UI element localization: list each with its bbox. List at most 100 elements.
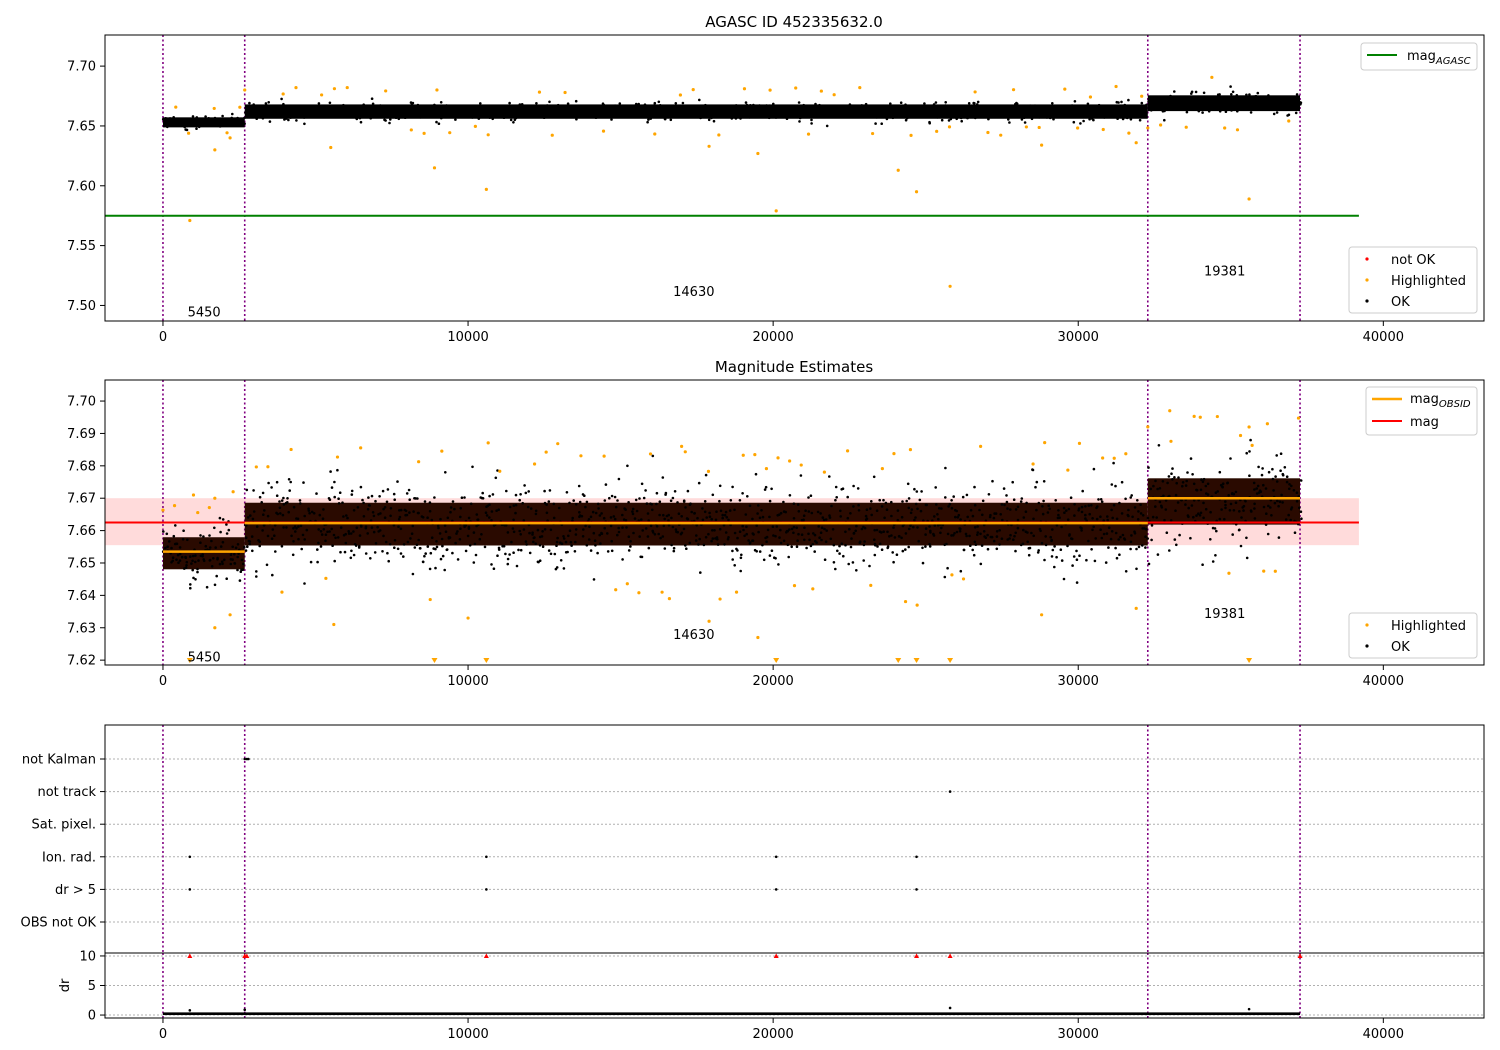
ok-point	[735, 547, 738, 551]
ok-point	[368, 504, 372, 507]
ok-point	[538, 544, 542, 547]
ok-point	[606, 550, 610, 553]
ok-point	[888, 535, 891, 538]
ok-point	[670, 516, 673, 520]
ok-point	[1146, 516, 1150, 520]
ok-point	[583, 494, 586, 498]
ok-point	[548, 489, 552, 492]
ok-point	[574, 99, 578, 103]
ok-point	[797, 101, 801, 104]
ok-point	[284, 108, 288, 112]
ok-point	[821, 115, 825, 119]
ok-point	[215, 120, 218, 123]
ok-point	[492, 567, 496, 570]
ok-point	[729, 499, 733, 502]
ok-point	[1113, 113, 1116, 116]
ok-point	[1123, 104, 1126, 107]
ok-point	[1138, 118, 1142, 122]
ok-point	[714, 518, 718, 522]
ok-point	[880, 122, 883, 125]
highlighted-point	[329, 145, 333, 150]
ok-point	[319, 530, 323, 533]
ok-point	[463, 496, 466, 499]
ok-point	[546, 519, 549, 522]
ok-point	[871, 105, 874, 109]
x-tick-label: 20000	[752, 674, 793, 689]
ok-point	[400, 112, 403, 115]
ok-point	[1068, 533, 1071, 536]
ok-point	[1252, 95, 1255, 98]
ok-point	[1275, 480, 1279, 483]
highlighted-point	[1273, 569, 1277, 573]
ok-point	[419, 116, 422, 119]
ok-point	[423, 109, 426, 112]
highlighted-point	[935, 129, 939, 133]
ok-point	[962, 113, 965, 116]
ok-point	[352, 553, 356, 557]
ok-point	[329, 470, 332, 473]
ok-point	[891, 551, 894, 554]
ok-point	[506, 108, 510, 111]
ok-point	[672, 549, 676, 553]
ok-point	[1032, 517, 1035, 521]
ok-point	[1024, 510, 1028, 513]
ok-point	[1290, 103, 1293, 107]
ok-point	[1204, 507, 1208, 511]
ok-point	[572, 499, 575, 502]
legend-top-right: not OK Highlighted OK	[1348, 246, 1478, 314]
ok-point	[955, 530, 959, 534]
ok-point	[437, 526, 440, 530]
ok-point	[163, 124, 166, 128]
ok-point	[1098, 107, 1101, 110]
ok-point	[806, 110, 809, 114]
ok-point	[843, 107, 847, 110]
ok-point	[515, 564, 519, 568]
ok-point	[840, 542, 844, 545]
ok-point	[933, 515, 936, 518]
dr-clipped-marker	[244, 953, 250, 958]
ok-point	[1278, 500, 1282, 504]
ok-point	[398, 115, 401, 118]
ok-point	[510, 111, 513, 114]
ok-point	[1087, 539, 1090, 543]
ok-point	[1107, 526, 1111, 529]
ok-point	[1040, 541, 1044, 545]
highlighted-point	[1037, 125, 1041, 130]
ok-point	[904, 548, 907, 551]
flag-point	[948, 790, 952, 793]
highlighted-point	[1215, 414, 1219, 419]
ok-point	[594, 116, 597, 119]
highlighted-point	[678, 93, 682, 97]
ok-point	[428, 509, 432, 513]
ok-point	[757, 530, 760, 534]
ok-point	[621, 526, 624, 529]
ok-point	[744, 111, 747, 115]
ok-point	[795, 526, 798, 529]
ok-point	[218, 125, 222, 128]
ok-point	[357, 107, 361, 110]
ok-point	[697, 481, 701, 485]
ok-point	[227, 118, 230, 121]
ok-point	[870, 513, 873, 517]
ok-point	[890, 108, 894, 112]
ok-point	[727, 518, 730, 522]
ok-point	[618, 110, 621, 114]
highlighted-point	[903, 599, 908, 604]
ok-point	[1267, 504, 1270, 508]
ok-point	[923, 102, 926, 105]
ok-point	[1192, 499, 1196, 502]
ok-point	[574, 528, 578, 531]
ok-point	[1084, 505, 1087, 508]
ok-point	[944, 101, 947, 104]
ok-point	[1169, 94, 1172, 98]
ok-point	[751, 539, 755, 542]
ok-point	[932, 103, 936, 106]
ok-point	[603, 112, 607, 116]
ok-point	[829, 109, 832, 112]
ok-point	[916, 507, 919, 511]
ok-point	[812, 112, 816, 115]
ok-point	[731, 558, 734, 561]
ok-point	[772, 534, 775, 537]
highlighted-point	[667, 597, 672, 601]
